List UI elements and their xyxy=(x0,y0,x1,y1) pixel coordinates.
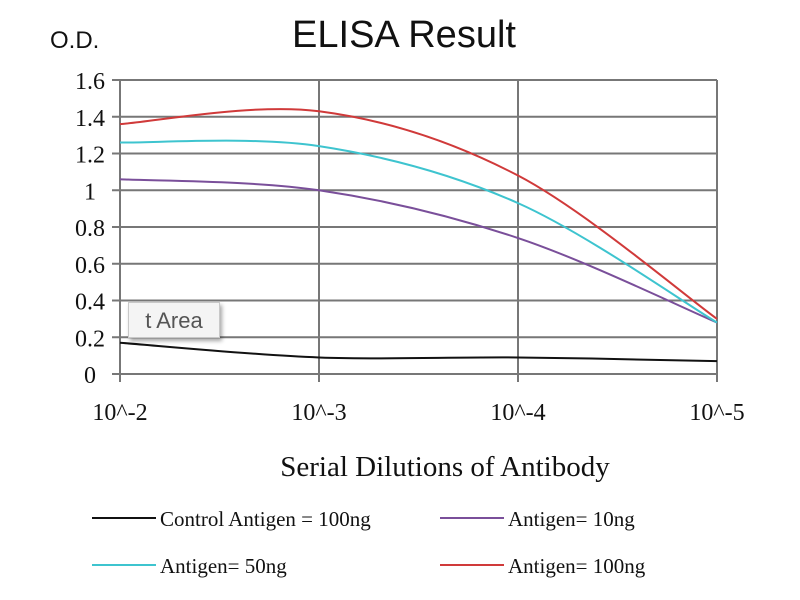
legend-label: Antigen= 10ng xyxy=(508,507,635,531)
y-tick-label: 1.6 xyxy=(75,69,105,95)
plot-area-tooltip: t Area xyxy=(128,302,220,338)
series-line-1 xyxy=(119,178,718,324)
legend-label: Control Antigen = 100ng xyxy=(160,507,371,531)
chart-title: ELISA Result xyxy=(292,14,516,56)
x-tick-label: 10^-3 xyxy=(291,400,346,426)
series-line-0 xyxy=(119,341,718,363)
x-tick-label: 10^-2 xyxy=(92,400,147,426)
series-line-3 xyxy=(119,108,718,320)
y-tick-label: 1.2 xyxy=(75,143,105,169)
x-tick-label: 10^-5 xyxy=(689,400,744,426)
y-tick-label: 0.2 xyxy=(75,326,105,352)
y-tick-label: 0.8 xyxy=(75,216,105,242)
y-tick-label: 1.4 xyxy=(75,106,105,132)
x-axis-label: Serial Dilutions of Antibody xyxy=(280,451,610,483)
series-line-2 xyxy=(119,139,718,324)
y-tick-label: 0.6 xyxy=(75,253,105,279)
legend-label: Antigen= 50ng xyxy=(160,554,287,578)
y-tick-label: 1 xyxy=(84,179,96,205)
y-tick-label: 0 xyxy=(84,363,96,389)
y-tick-label: 0.4 xyxy=(75,290,105,316)
legend-label: Antigen= 100ng xyxy=(508,554,646,578)
x-tick-label: 10^-4 xyxy=(490,400,545,426)
y-axis-label: O.D. xyxy=(50,27,99,54)
